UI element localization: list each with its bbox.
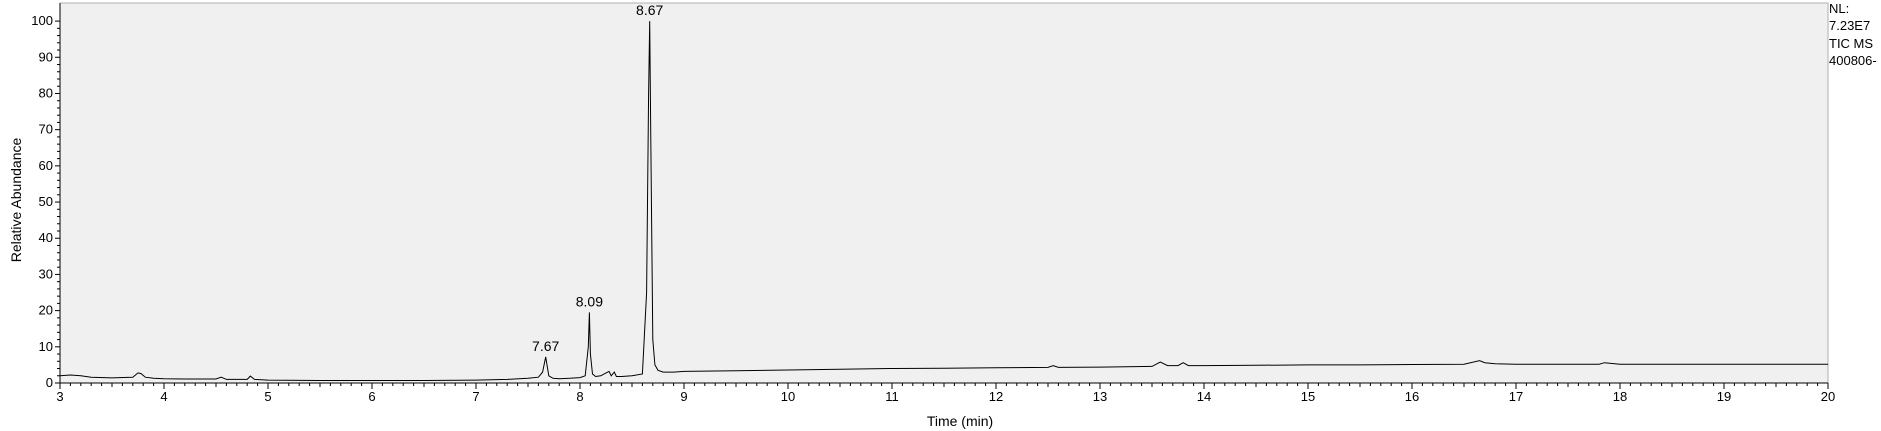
y-tick-label: 0 — [46, 375, 53, 390]
peak-labels: 7.67 8.09 8.67 — [532, 2, 663, 354]
x-tick-label: 10 — [781, 389, 795, 404]
x-tick-label: 16 — [1405, 389, 1419, 404]
y-tick-label: 50 — [39, 194, 53, 209]
x-tick-label: 17 — [1509, 389, 1523, 404]
peak-label: 8.09 — [576, 293, 603, 309]
x-tick-label: 6 — [368, 389, 375, 404]
nl-label: NL: — [1829, 1, 1850, 16]
y-axis-title: Relative Abundance — [8, 138, 24, 263]
tic-trace-line — [59, 21, 1828, 381]
x-tick-label: 12 — [989, 389, 1003, 404]
scan-type: TIC MS — [1829, 36, 1874, 51]
x-tick-label: 20 — [1821, 389, 1835, 404]
y-axis-ticks: 0 10 20 30 40 50 60 70 80 90 100 — [31, 13, 60, 390]
peak-label: 7.67 — [532, 338, 559, 354]
x-axis-title: Time (min) — [927, 413, 993, 429]
x-axis-ticks: 3 4 5 6 7 8 9 10 11 12 13 14 15 16 17 18 19 20 — [56, 383, 1835, 404]
y-tick-label: 20 — [39, 303, 53, 318]
peak-label: 8.67 — [636, 2, 663, 18]
y-tick-label: 100 — [31, 13, 53, 28]
x-tick-label: 4 — [160, 389, 167, 404]
x-tick-label: 8 — [576, 389, 583, 404]
x-tick-label: 11 — [885, 389, 899, 404]
x-tick-label: 7 — [472, 389, 479, 404]
x-tick-label: 3 — [56, 389, 63, 404]
y-tick-label: 30 — [39, 266, 53, 281]
y-tick-label: 80 — [39, 85, 53, 100]
x-tick-label: 15 — [1301, 389, 1315, 404]
y-tick-label: 40 — [39, 230, 53, 245]
y-tick-label: 70 — [39, 122, 53, 137]
y-tick-label: 10 — [39, 339, 53, 354]
plot-area — [59, 2, 1829, 384]
y-tick-label: 60 — [39, 158, 53, 173]
file-name: 400806- — [1829, 53, 1877, 68]
x-tick-label: 18 — [1613, 389, 1627, 404]
nl-value: 7.23E7 — [1829, 18, 1871, 33]
x-tick-label: 13 — [1093, 389, 1107, 404]
x-tick-label: 5 — [264, 389, 271, 404]
x-tick-label: 9 — [680, 389, 687, 404]
y-tick-label: 90 — [39, 49, 53, 64]
x-tick-label: 19 — [1717, 389, 1731, 404]
x-tick-label: 14 — [1197, 389, 1211, 404]
